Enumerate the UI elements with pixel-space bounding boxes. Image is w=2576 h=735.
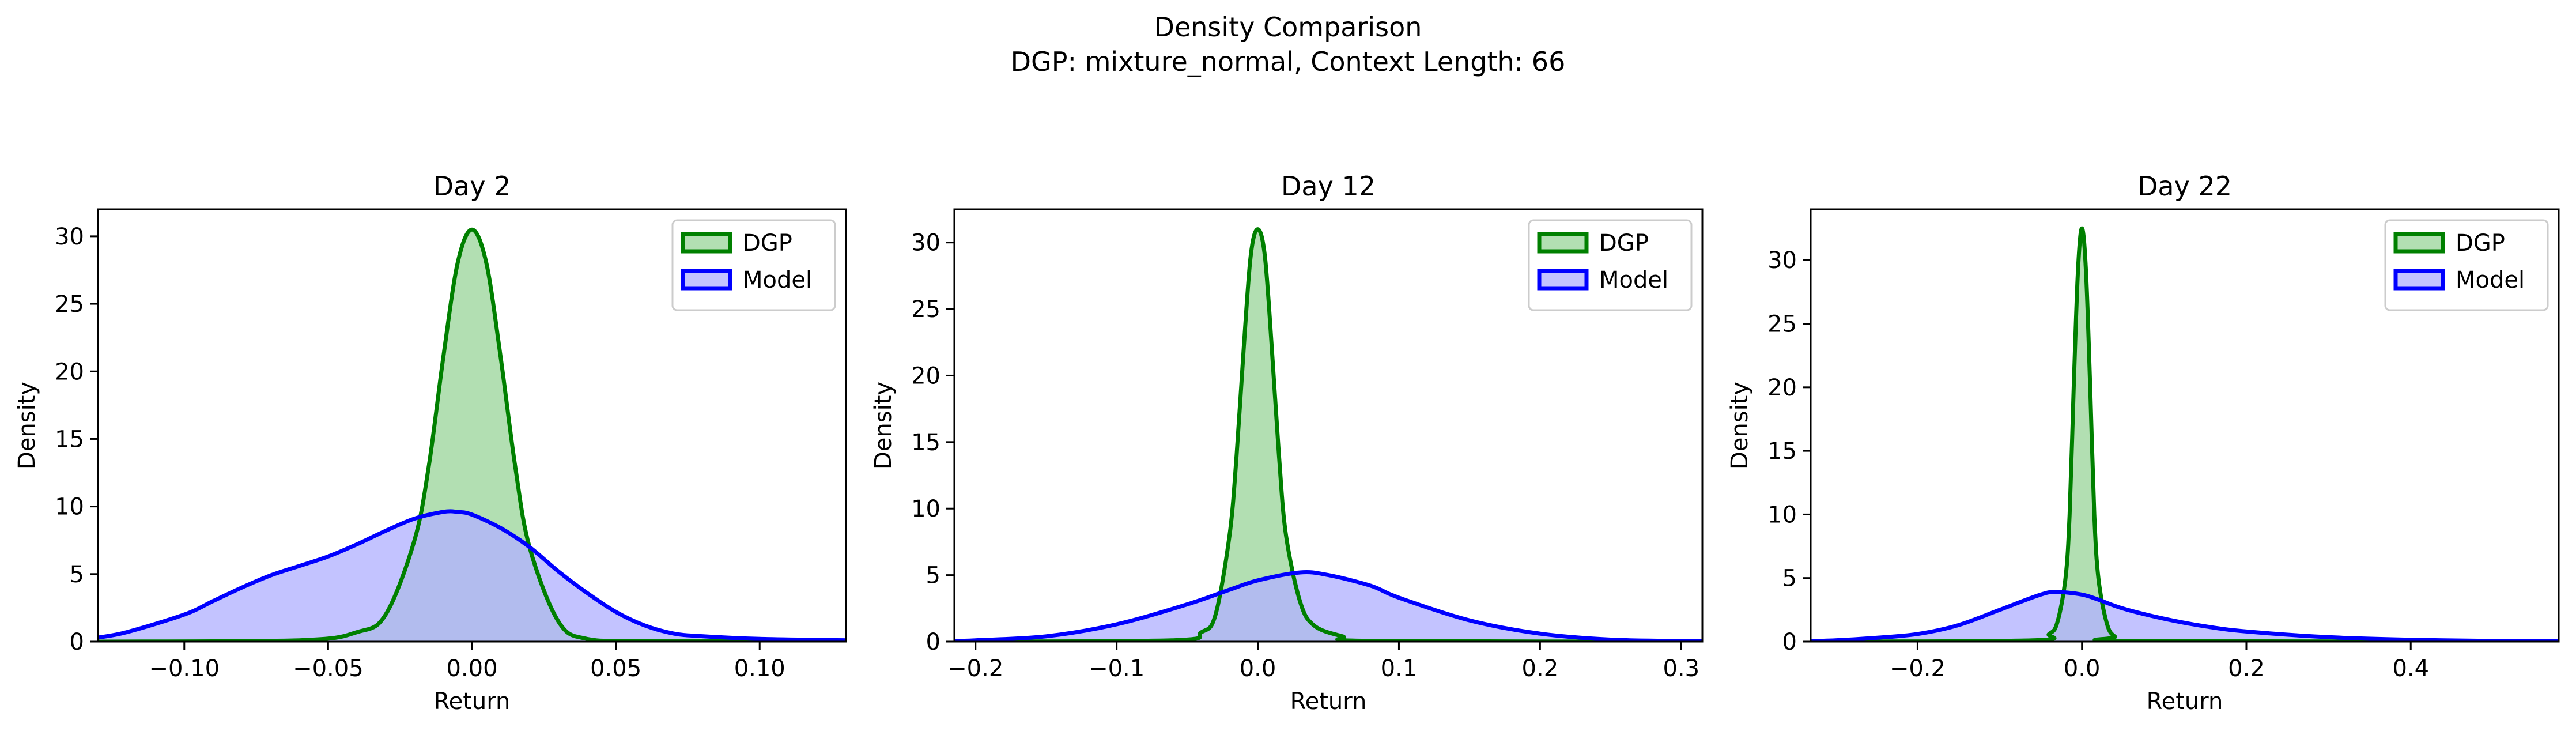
y-tick-label: 10	[911, 496, 940, 522]
y-tick-label: 5	[926, 563, 940, 589]
y-tick-label: 15	[911, 429, 940, 456]
x-tick-label: 0.2	[2228, 655, 2265, 682]
legend: DGP Model	[1528, 219, 1693, 311]
y-tick-label: 10	[55, 494, 84, 521]
legend-swatch-dgp	[1537, 232, 1589, 254]
y-tick-label: 0	[70, 629, 84, 655]
x-tick-label: 0.1	[1381, 655, 1418, 682]
y-axis-label: Density	[14, 382, 40, 469]
x-axis-label: Return	[2147, 688, 2223, 715]
plot-area	[98, 227, 846, 642]
y-tick-label: 25	[1767, 311, 1797, 338]
axes-frame	[1810, 208, 2560, 643]
y-tick-label: 15	[1767, 438, 1797, 465]
x-tick-label: −0.05	[293, 655, 364, 682]
legend-label-dgp: DGP	[1599, 230, 1649, 257]
y-tick-label: 30	[55, 224, 84, 250]
series-dgp-line	[1811, 226, 2559, 642]
legend-swatch-model	[2393, 269, 2445, 291]
legend-label-dgp: DGP	[2456, 230, 2505, 257]
subplot-2: −0.2 −0.1 0.0 0.1 0.2 0.3 0 5 10 15 20 25 30 Day 12 Re…	[870, 171, 1704, 715]
figure-suptitle-line1: Density Comparison	[1154, 12, 1422, 43]
series-model-area	[954, 572, 1702, 642]
legend-label-model: Model	[743, 267, 812, 293]
series-dgp-line	[98, 227, 846, 642]
x-tick-label: 0.05	[590, 655, 641, 682]
y-tick-label: 20	[911, 363, 940, 389]
x-tick-label: −0.10	[149, 655, 220, 682]
legend-swatch-model	[1537, 269, 1589, 291]
legend-swatch-dgp	[681, 232, 732, 254]
x-tick-label: 0.2	[1522, 655, 1559, 682]
subplot-3: −0.2 0.0 0.2 0.4 0 5 10 15 20 25 30 Day 22 Return Den…	[1727, 171, 2560, 715]
series-model-area	[1811, 591, 2559, 642]
x-tick-label: −0.1	[1089, 655, 1145, 682]
legend: DGP Model	[2384, 219, 2549, 311]
y-tick-label: 5	[1782, 566, 1797, 592]
series-dgp-area	[98, 229, 846, 642]
y-tick-label: 30	[911, 230, 940, 257]
x-tick-label: −0.2	[1890, 655, 1946, 682]
x-tick-label: −0.2	[947, 655, 1003, 682]
y-tick-label: 20	[55, 359, 84, 385]
series-model-area	[98, 511, 846, 642]
y-tick-label: 30	[1767, 247, 1797, 274]
subplot-1: −0.10 −0.05 0.00 0.05 0.10 0 5 10 15 20 25 30 Day 2 R…	[14, 171, 847, 715]
y-tick-label: 0	[1782, 629, 1797, 655]
figure-suptitle-line2: DGP: mixture_normal, Context Length: 66	[1011, 46, 1566, 77]
series-model-line	[1811, 590, 2559, 642]
series-model-line	[98, 509, 846, 642]
legend-label-model: Model	[1599, 267, 1668, 293]
y-axis-label: Density	[870, 382, 897, 469]
series-dgp-line	[954, 227, 1702, 642]
legend-swatch-model	[681, 269, 732, 291]
x-tick-label: 0.0	[2064, 655, 2101, 682]
subplot-title: Day 2	[433, 171, 511, 202]
x-tick-label: 0.0	[1240, 655, 1276, 682]
x-tick-label: 0.4	[2392, 655, 2429, 682]
axes-frame	[953, 208, 1704, 643]
series-model-line	[954, 570, 1702, 642]
y-tick-label: 10	[1767, 502, 1797, 528]
x-tick-label: 0.3	[1663, 655, 1699, 682]
y-tick-label: 20	[1767, 375, 1797, 401]
subplot-title: Day 12	[1281, 171, 1376, 202]
plot-area	[1811, 226, 2559, 642]
plot-area	[954, 227, 1702, 642]
legend-label-model: Model	[2456, 267, 2525, 293]
y-tick-label: 25	[55, 291, 84, 318]
legend: DGP Model	[671, 219, 836, 311]
y-tick-label: 5	[70, 561, 84, 588]
y-tick-label: 25	[911, 296, 940, 323]
subplot-title: Day 22	[2137, 171, 2232, 202]
y-tick-label: 0	[926, 629, 940, 655]
x-tick-label: 0.10	[734, 655, 785, 682]
y-tick-label: 15	[55, 426, 84, 453]
legend-swatch-dgp	[2393, 232, 2445, 254]
y-axis-label: Density	[1727, 382, 1753, 469]
x-axis-label: Return	[1290, 688, 1367, 715]
legend-label-dgp: DGP	[743, 230, 792, 257]
x-tick-label: 0.00	[446, 655, 497, 682]
x-axis-label: Return	[434, 688, 511, 715]
